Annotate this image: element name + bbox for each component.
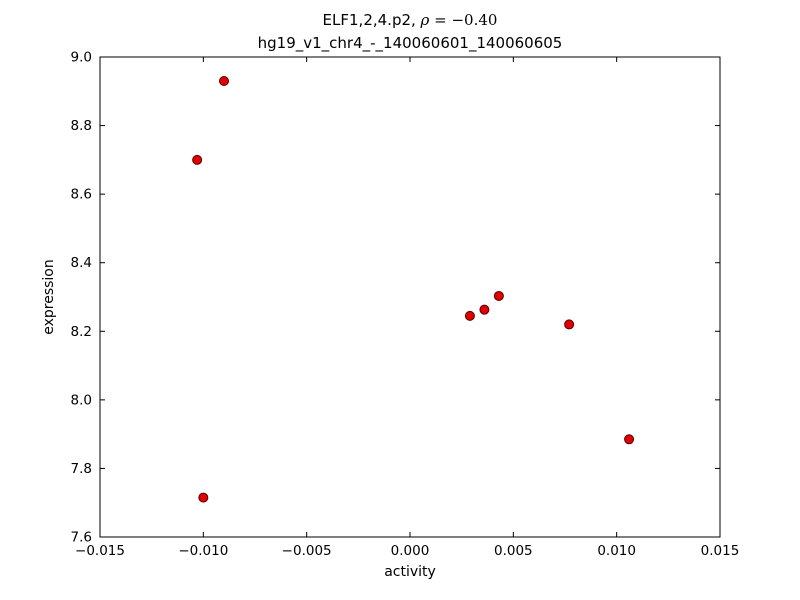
x-tick-label: −0.005 bbox=[282, 543, 332, 559]
y-tick-label: 8.4 bbox=[71, 255, 92, 271]
y-tick-label: 9.0 bbox=[71, 50, 92, 66]
x-tick-label: 0.005 bbox=[494, 543, 533, 559]
y-tick-label: 7.6 bbox=[71, 530, 92, 546]
data-point bbox=[198, 492, 209, 503]
data-point bbox=[192, 154, 203, 165]
plot-title: ELF1,2,4.p2, ρ = −0.40 bbox=[100, 11, 720, 29]
y-tick-label: 8.6 bbox=[71, 187, 92, 203]
data-point bbox=[493, 290, 504, 301]
x-tick-label: −0.010 bbox=[178, 543, 228, 559]
data-point bbox=[219, 76, 229, 86]
y-tick-label: 7.8 bbox=[71, 461, 92, 477]
axes-frame bbox=[99, 56, 721, 538]
rho-value: = −0.40 bbox=[429, 11, 498, 29]
x-tick-label: −0.015 bbox=[75, 543, 125, 559]
y-tick-label: 8.8 bbox=[71, 118, 92, 134]
x-tick-label: 0.015 bbox=[701, 543, 740, 559]
data-point bbox=[464, 310, 475, 321]
data-point bbox=[624, 434, 635, 445]
rho-symbol: ρ bbox=[420, 11, 430, 29]
y-tick-label: 8.2 bbox=[71, 324, 92, 340]
data-point bbox=[564, 319, 575, 330]
y-axis-label: expression bbox=[41, 259, 57, 335]
plot-title-text: ELF1,2,4.p2, bbox=[322, 11, 421, 29]
x-axis-label: activity bbox=[384, 564, 436, 580]
x-tick-label: 0.000 bbox=[391, 543, 430, 559]
plot-subtitle: hg19_v1_chr4_-_140060601_140060605 bbox=[257, 34, 563, 52]
x-tick-label: 0.010 bbox=[597, 543, 636, 559]
y-tick-label: 8.0 bbox=[71, 392, 92, 408]
data-point bbox=[479, 304, 490, 315]
